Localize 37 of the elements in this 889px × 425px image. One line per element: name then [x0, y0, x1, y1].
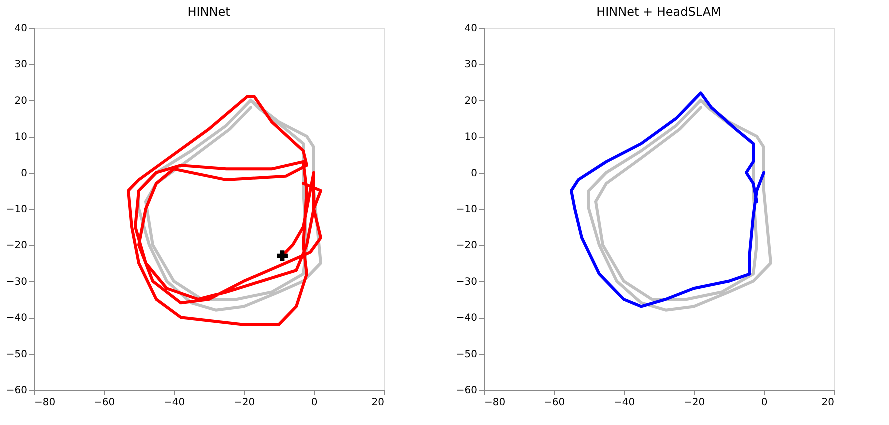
y-tick-label: −40 — [6, 313, 28, 324]
x-tick-label: 20 — [372, 398, 384, 408]
y-tick-label: −50 — [6, 349, 28, 360]
y-tick-label: 10 — [14, 132, 28, 144]
y-tick-label: 40 — [14, 24, 28, 34]
x-tick-label: −40 — [164, 398, 186, 408]
y-tick-label: 10 — [464, 132, 478, 144]
x-tick-label: 20 — [822, 398, 834, 408]
y-tick-label: −40 — [456, 313, 478, 324]
x-tick-label: −40 — [614, 398, 636, 408]
y-tick-label: −10 — [6, 204, 28, 216]
y-tick-label: −20 — [456, 240, 478, 252]
y-tick-label: 0 — [21, 168, 28, 180]
y-tick-label: 20 — [14, 96, 28, 107]
x-tick-label: 0 — [761, 398, 768, 408]
y-tick-label: −20 — [6, 240, 28, 252]
y-tick-label: 40 — [464, 24, 478, 34]
x-tick-label: 0 — [311, 398, 318, 408]
y-tick-label: −30 — [6, 276, 28, 288]
y-tick-label: −60 — [456, 386, 478, 396]
x-tick-label: −60 — [544, 398, 566, 408]
line-series — [570, 92, 766, 308]
y-tick-label: 30 — [14, 60, 28, 71]
x-tick-label: −60 — [94, 398, 116, 408]
x-tick-label: −80 — [484, 398, 506, 408]
y-tick-label: −50 — [456, 349, 478, 360]
y-tick-label: −30 — [456, 276, 478, 288]
x-tick-label: −20 — [234, 398, 256, 408]
y-tick-label: 0 — [471, 168, 478, 180]
x-tick-label: −20 — [684, 398, 706, 408]
y-tick-label: 30 — [464, 60, 478, 71]
y-tick-label: −60 — [6, 386, 28, 396]
y-tick-label: 20 — [464, 96, 478, 107]
x-tick-label: −80 — [34, 398, 56, 408]
chart-title: HINNet + HeadSLAM — [596, 5, 722, 19]
y-tick-label: −10 — [456, 204, 478, 216]
chart-title: HINNet — [188, 5, 231, 19]
